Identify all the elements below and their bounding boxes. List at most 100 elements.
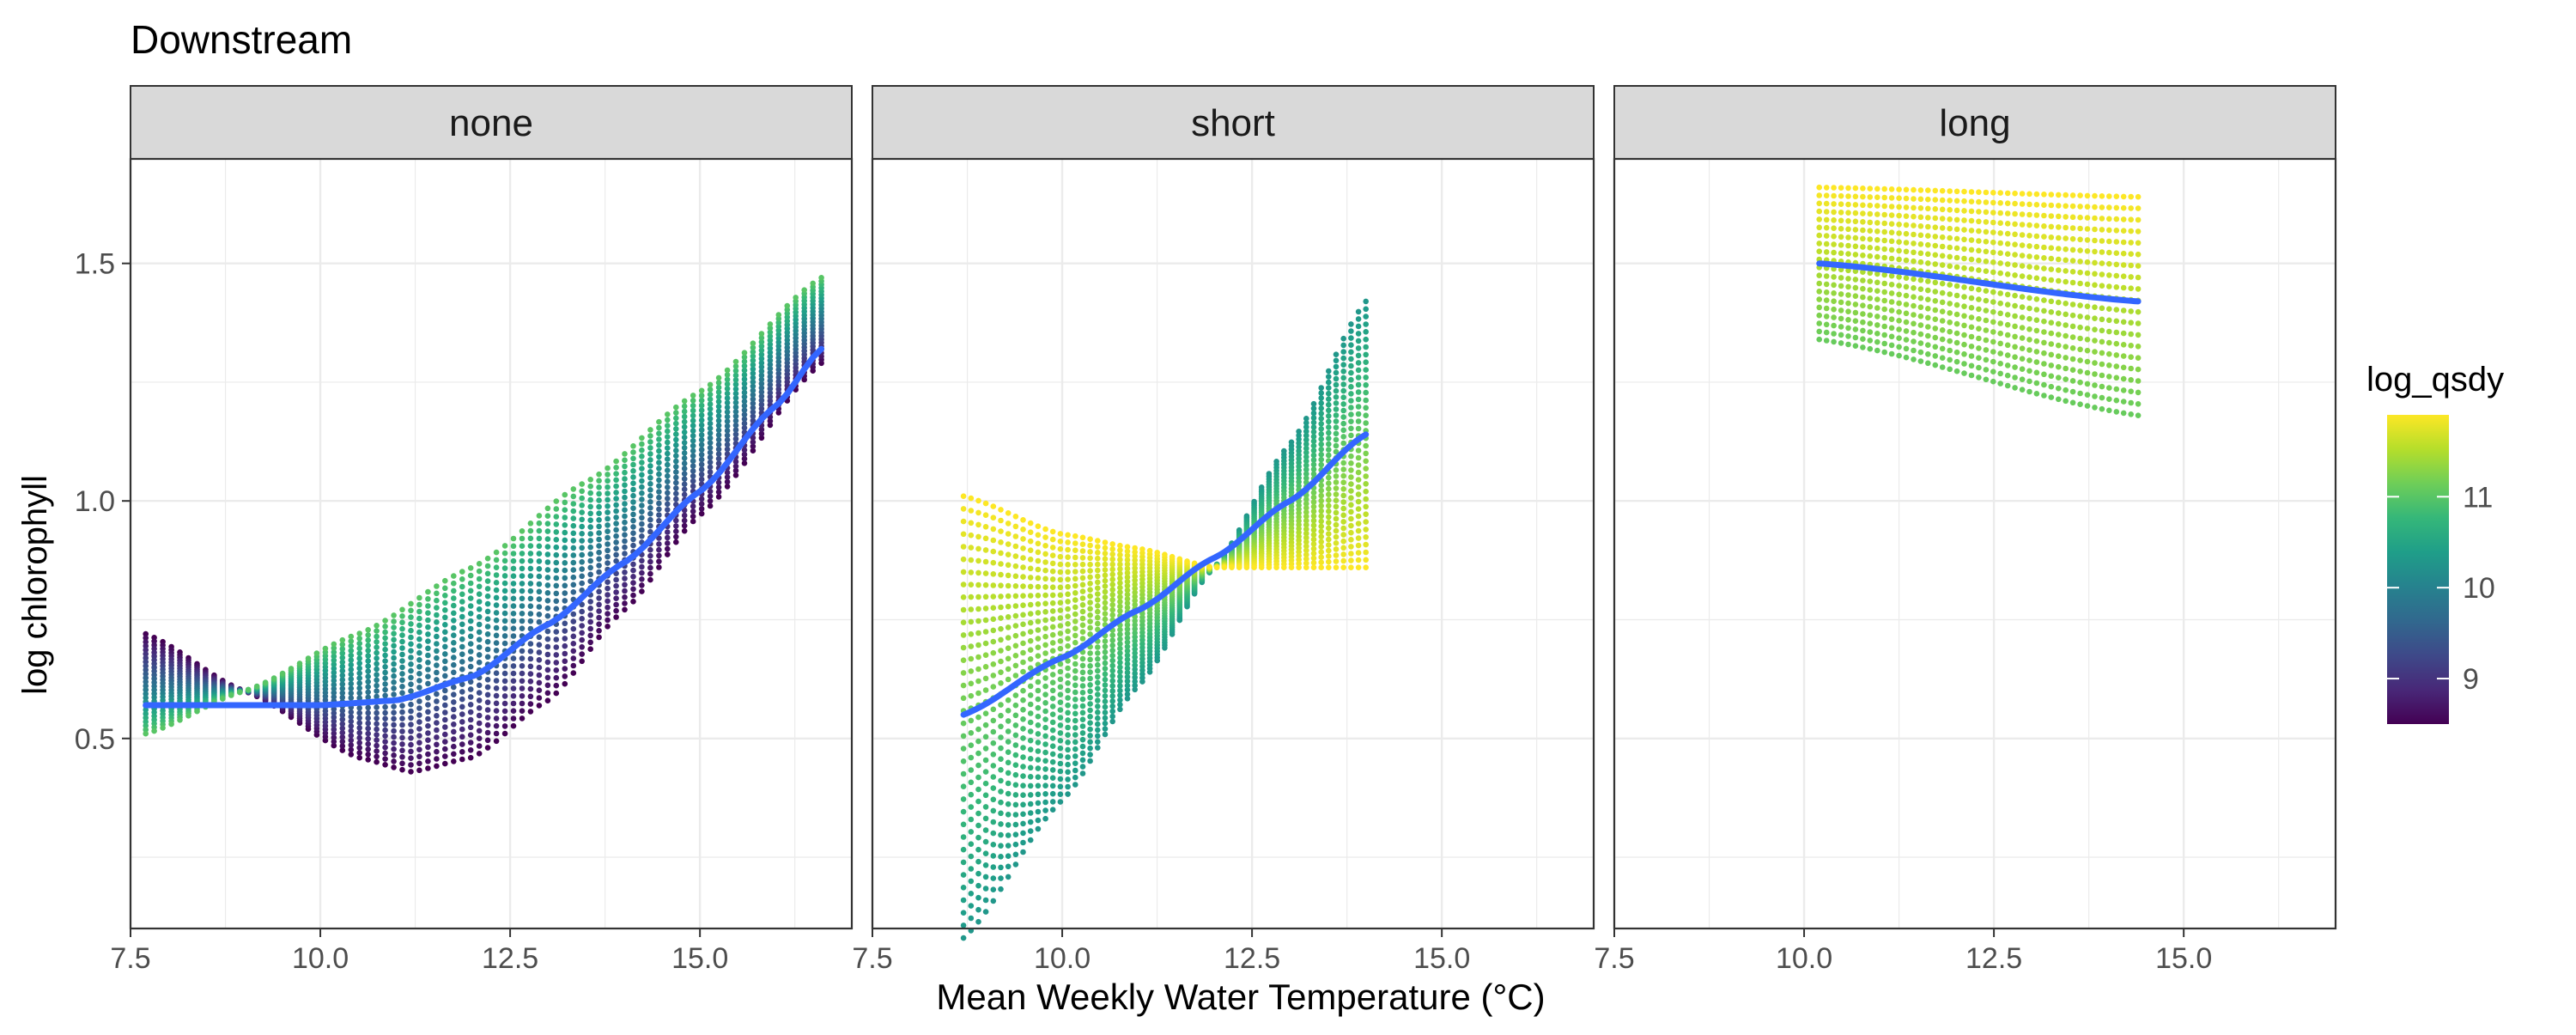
data-point: [1824, 289, 1830, 295]
data-point: [673, 518, 679, 524]
data-point: [991, 898, 997, 904]
data-point: [983, 547, 989, 553]
data-point: [1904, 231, 1910, 237]
data-point: [1984, 210, 1990, 216]
data-point: [1013, 574, 1019, 580]
data-point: [1881, 341, 1887, 347]
data-point: [1845, 227, 1851, 233]
data-point: [1348, 551, 1354, 557]
data-point: [545, 683, 551, 689]
data-point: [1095, 715, 1101, 721]
data-point: [613, 545, 619, 551]
data-point: [759, 331, 765, 337]
data-point: [639, 576, 645, 582]
data-point: [998, 539, 1004, 545]
data-point: [1103, 638, 1109, 644]
data-point: [2106, 362, 2112, 368]
data-point: [991, 560, 997, 566]
data-point: [2005, 383, 2011, 389]
data-point: [477, 713, 483, 719]
data-point: [2114, 330, 2120, 336]
data-point: [382, 687, 388, 693]
data-point: [2063, 204, 2069, 210]
data-point: [1013, 583, 1019, 589]
data-point: [630, 443, 636, 449]
data-point: [1954, 217, 1960, 223]
data-point: [365, 746, 371, 752]
data-point: [682, 528, 688, 534]
data-point: [1058, 623, 1064, 629]
data-point: [2056, 300, 2062, 306]
data-point: [961, 532, 967, 538]
data-point: [1028, 684, 1034, 690]
data-point: [1028, 801, 1034, 807]
data-point: [1020, 688, 1026, 694]
data-point: [587, 558, 593, 564]
data-point: [528, 694, 534, 700]
data-point: [1990, 240, 1996, 246]
data-point: [1363, 344, 1369, 350]
data-point: [1289, 564, 1295, 570]
data-point: [983, 536, 989, 542]
data-point: [596, 589, 602, 595]
data-point: [1080, 770, 1086, 776]
data-point: [656, 472, 662, 478]
data-point: [2085, 237, 2091, 243]
data-point: [1042, 600, 1048, 606]
data-point: [2121, 365, 2127, 371]
data-point: [1363, 481, 1369, 487]
data-point: [1976, 267, 1982, 273]
data-point: [554, 683, 560, 689]
data-point: [1933, 216, 1939, 222]
data-point: [1028, 756, 1034, 762]
data-point: [1087, 549, 1093, 555]
data-point: [2070, 280, 2076, 286]
data-point: [1058, 784, 1064, 790]
data-point: [494, 610, 500, 616]
data-point: [1340, 375, 1346, 381]
data-point: [1042, 568, 1048, 574]
data-point: [2034, 244, 2040, 250]
data-point: [519, 581, 526, 587]
data-point: [1853, 252, 1859, 258]
data-point: [1080, 636, 1086, 642]
data-point: [1065, 547, 1071, 553]
data-point: [1940, 346, 1946, 352]
data-point: [969, 718, 975, 724]
data-point: [1824, 314, 1830, 320]
data-point: [1860, 320, 1866, 326]
data-point: [459, 651, 465, 657]
data-point: [1940, 262, 1946, 268]
data-point: [451, 632, 457, 638]
data-point: [1954, 350, 1960, 356]
data-point: [425, 624, 431, 630]
data-point: [494, 580, 500, 586]
data-point: [1969, 334, 1975, 340]
data-point: [1095, 550, 1101, 556]
data-point: [1326, 391, 1332, 397]
data-point: [961, 885, 967, 891]
data-point: [434, 619, 440, 625]
data-point: [1318, 411, 1324, 417]
data-point: [571, 648, 577, 654]
data-point: [1087, 708, 1093, 714]
data-point: [1896, 274, 1902, 280]
data-point: [1005, 541, 1012, 547]
data-point: [1348, 391, 1354, 397]
data-point: [1028, 521, 1034, 527]
data-point: [682, 492, 688, 498]
data-point: [434, 648, 440, 654]
data-point: [408, 702, 414, 708]
data-point: [356, 680, 362, 686]
data-point: [1005, 645, 1012, 651]
data-point: [579, 502, 585, 508]
data-point: [2020, 232, 2026, 238]
data-point: [1318, 390, 1324, 396]
data-point: [1340, 336, 1346, 342]
data-point: [1997, 350, 2003, 356]
data-point: [983, 629, 989, 635]
data-point: [983, 839, 989, 845]
data-point: [1326, 447, 1332, 453]
data-point: [639, 454, 645, 460]
data-point: [1874, 211, 1880, 217]
